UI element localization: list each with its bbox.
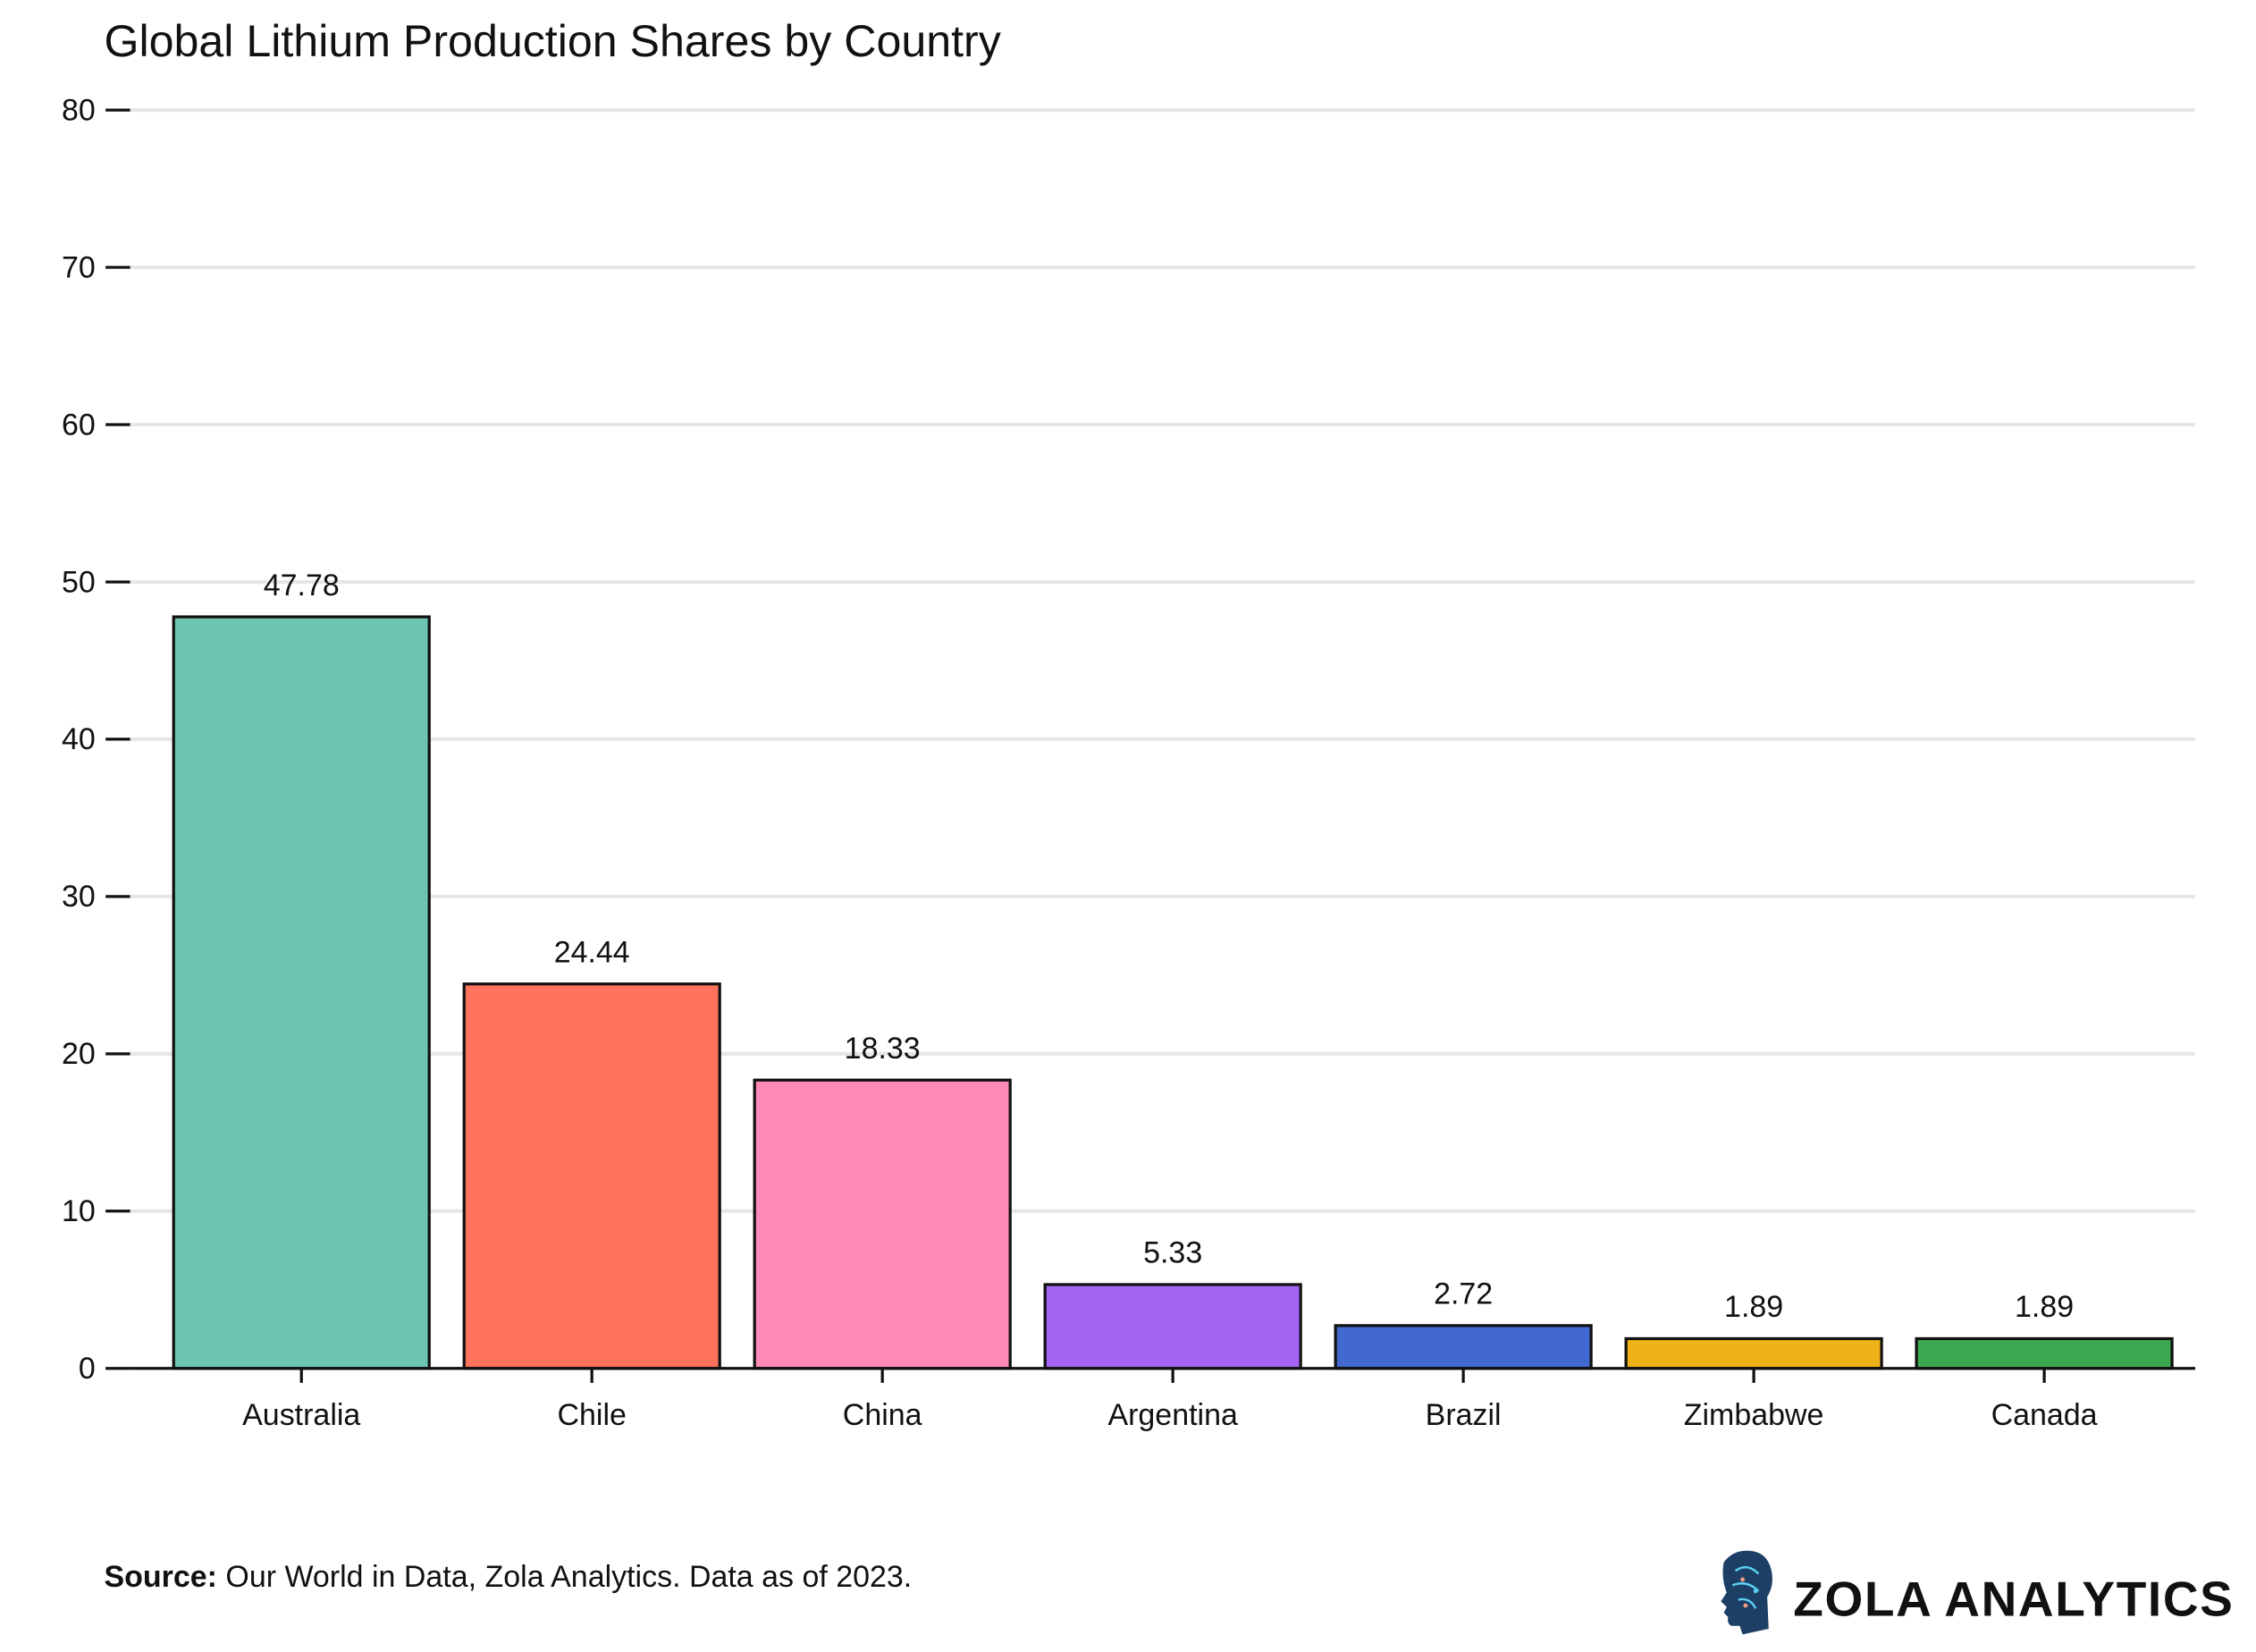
y-axis: 0 10 20 30 40 50 60 70 80	[62, 93, 130, 1386]
x-tick-label: China	[843, 1398, 922, 1432]
source-label: Source:	[104, 1560, 216, 1594]
y-tick-label: 0	[79, 1352, 96, 1386]
data-label: 24.44	[554, 935, 630, 969]
y-tick-label: 50	[62, 565, 96, 599]
y-tick-label: 30	[62, 880, 96, 914]
source-note: Source: Our World in Data, Zola Analytic…	[104, 1560, 912, 1594]
zola-logo: ZOLA ANALYTICS	[1721, 1550, 2234, 1635]
gridlines	[130, 108, 2196, 1213]
data-label: 47.78	[264, 569, 340, 603]
bars: 47.78 24.44 18.33 5.33 2.72 1.89 1.89	[172, 569, 2174, 1370]
source-text: Our World in Data, Zola Analytics. Data …	[217, 1560, 912, 1594]
x-tick-label: Zimbabwe	[1684, 1398, 1824, 1432]
bar-australia	[172, 615, 431, 1370]
bar-brazil	[1334, 1324, 1593, 1370]
brain-head-icon	[1721, 1550, 1772, 1635]
bar-argentina	[1043, 1283, 1302, 1370]
data-label: 1.89	[2015, 1290, 2074, 1324]
y-tick-label: 40	[62, 722, 96, 756]
bar-zimbabwe	[1624, 1336, 1883, 1370]
bar-china	[753, 1078, 1012, 1370]
x-tick-label: Chile	[557, 1398, 626, 1432]
bar-chile	[462, 982, 721, 1370]
x-axis: Australia Chile China Argentina Brazil Zimbab…	[130, 1367, 2196, 1432]
data-label: 1.89	[1724, 1290, 1783, 1324]
x-tick-label: Argentina	[1107, 1398, 1238, 1432]
data-label: 5.33	[1143, 1236, 1202, 1270]
logo-text: ZOLA ANALYTICS	[1793, 1571, 2234, 1626]
x-tick-label: Canada	[1991, 1398, 2098, 1432]
data-label: 2.72	[1434, 1277, 1493, 1311]
y-tick-label: 70	[62, 250, 96, 284]
y-tick-label: 20	[62, 1037, 96, 1071]
y-tick-label: 60	[62, 408, 96, 442]
y-tick-label: 80	[62, 93, 96, 127]
data-label: 18.33	[845, 1032, 921, 1066]
x-tick-label: Brazil	[1426, 1398, 1502, 1432]
bar-canada	[1915, 1336, 2174, 1370]
chart-title: Global Lithium Production Shares by Coun…	[104, 16, 1000, 66]
x-tick-label: Australia	[242, 1398, 360, 1432]
y-tick-label: 10	[62, 1194, 96, 1228]
